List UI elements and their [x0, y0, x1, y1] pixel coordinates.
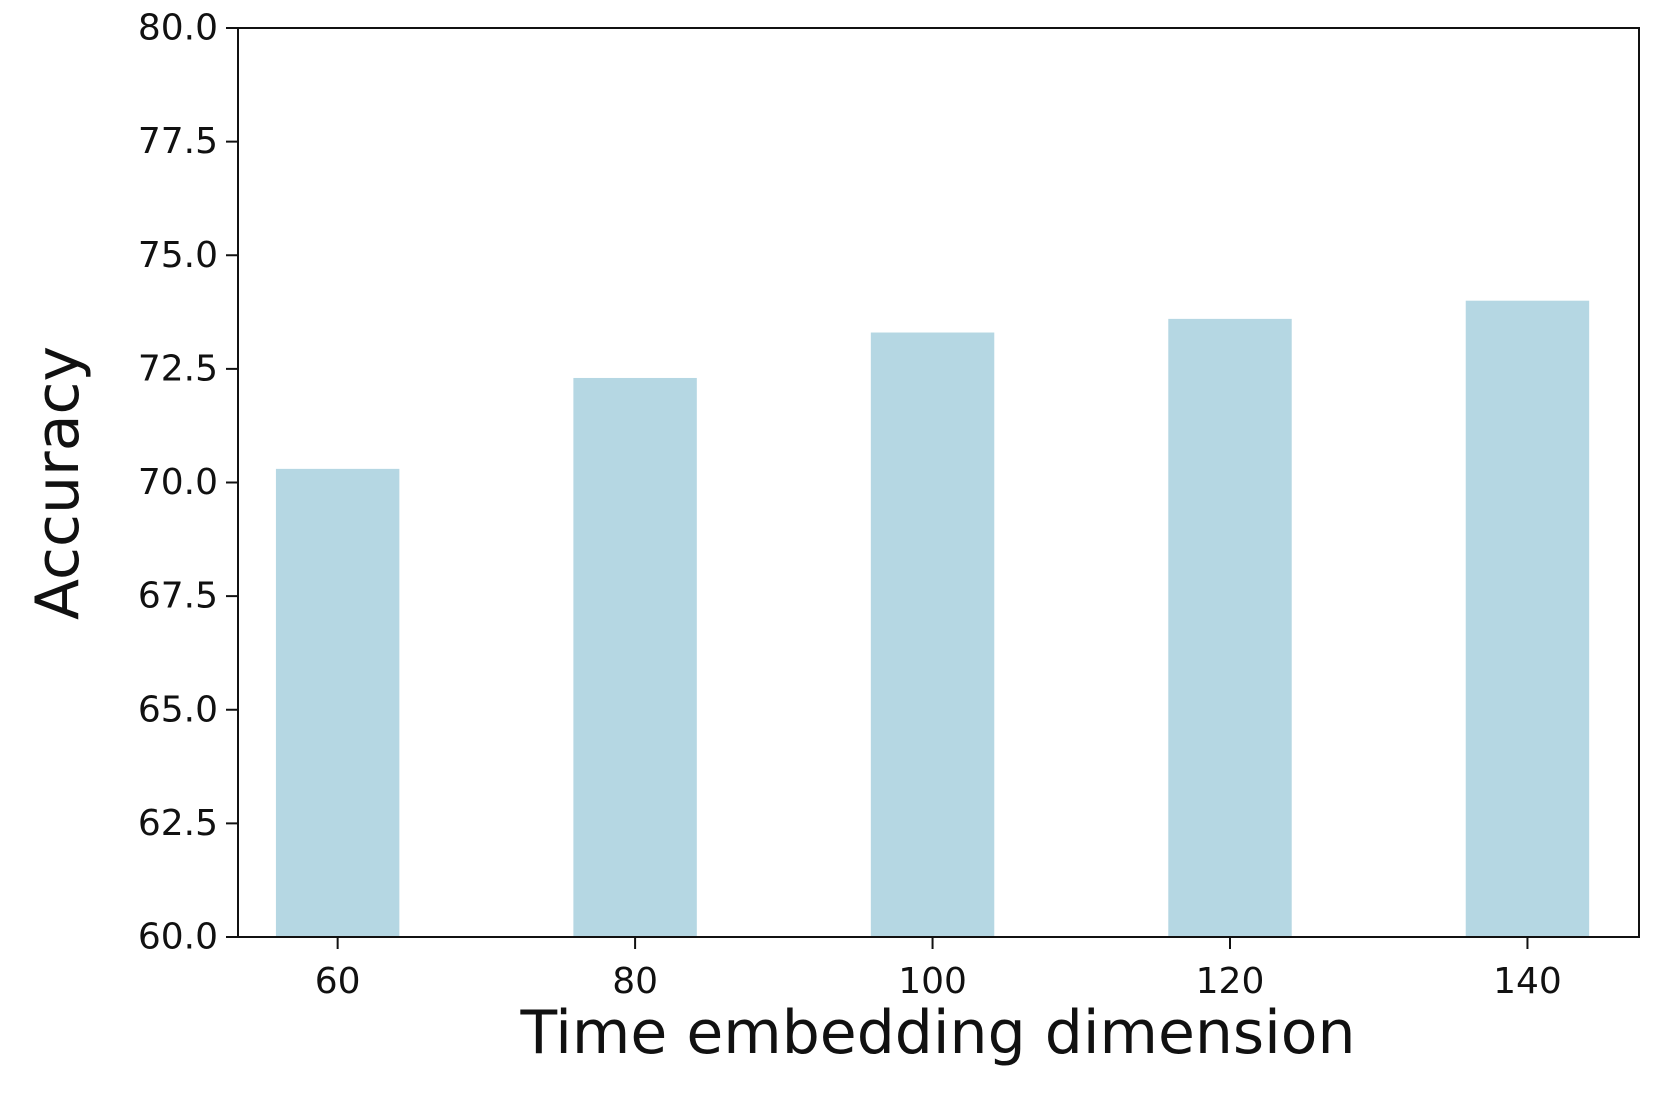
- y-tick-label: 70.0: [138, 462, 218, 503]
- y-tick-label: 72.5: [138, 348, 218, 389]
- x-tick-label: 60: [315, 961, 361, 1002]
- bar-60: [275, 468, 400, 937]
- bars-group: [275, 300, 1590, 938]
- bar-120: [1168, 318, 1292, 937]
- y-tick-label: 77.5: [138, 121, 218, 162]
- bar-140: [1465, 300, 1590, 937]
- x-tick-label: 120: [1196, 961, 1265, 1002]
- y-tick-label: 65.0: [138, 689, 218, 730]
- x-axis-label: Time embedding dimension: [519, 998, 1355, 1068]
- x-tick-label: 140: [1493, 961, 1562, 1002]
- x-tick-label: 100: [898, 961, 967, 1002]
- y-axis-ticks: 60.0 62.5 65.0 67.5 70.0 72.5 75.0 77.5 80.0: [138, 8, 238, 958]
- y-tick-label: 62.5: [138, 803, 218, 844]
- y-tick-label: 80.0: [138, 8, 218, 49]
- bar-80: [573, 377, 697, 938]
- x-tick-label: 80: [612, 961, 658, 1002]
- x-axis-ticks: 60 80 100 120 140: [315, 937, 1562, 1002]
- y-tick-label: 60.0: [138, 917, 218, 958]
- y-axis-label: Accuracy: [23, 346, 93, 620]
- y-tick-label: 75.0: [138, 235, 218, 276]
- bar-100: [870, 332, 995, 937]
- y-tick-label: 67.5: [138, 576, 218, 617]
